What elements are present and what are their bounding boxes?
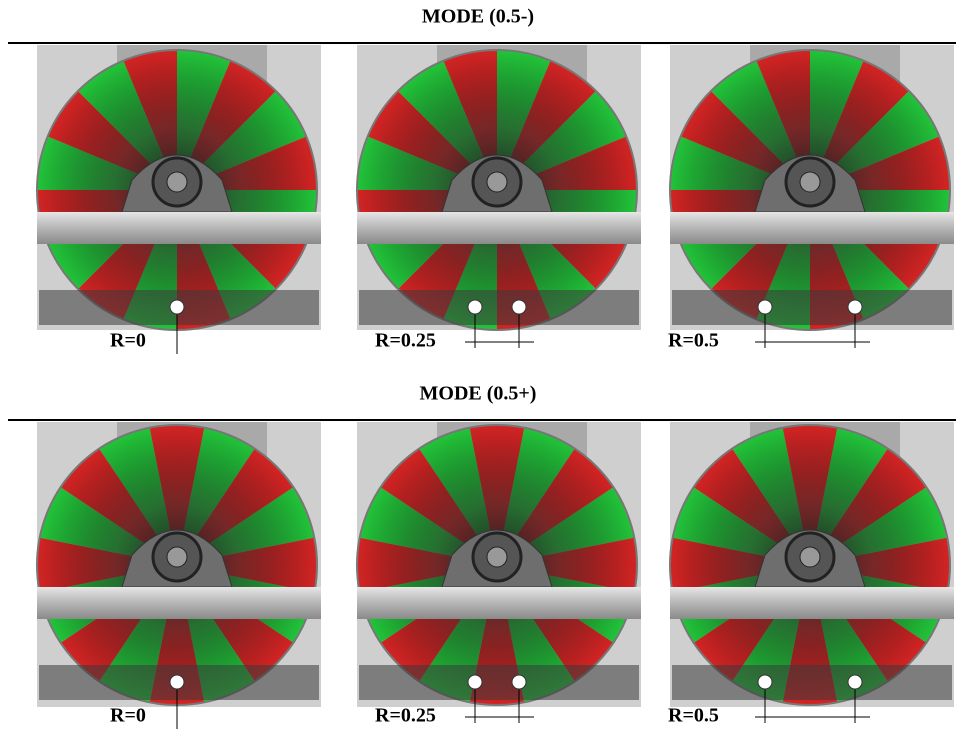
beam (37, 587, 321, 619)
measurement-point (758, 675, 772, 689)
shaft (800, 547, 820, 567)
shaft (487, 547, 507, 567)
panel-label: R=0.5 (668, 705, 719, 727)
measurement-point (848, 300, 862, 314)
panel: R=0.25 (301, 369, 693, 732)
base (672, 290, 952, 325)
measurement-point (758, 300, 772, 314)
panel-label: R=0.25 (375, 705, 436, 727)
panel: R=0.5 (614, 369, 956, 732)
measurement-point (468, 675, 482, 689)
measurement-point (512, 300, 526, 314)
figure: MODE (0.5-) MODE (0.5+) R=0 R=0.25 R=0.5 R=… (0, 0, 956, 732)
panel-label: R=0 (110, 705, 146, 727)
beam (670, 587, 954, 619)
measurement-point (468, 300, 482, 314)
section-title: MODE (0.5-) (422, 6, 534, 28)
panel: R=0 (0, 0, 377, 390)
shaft (167, 172, 187, 192)
beam (670, 212, 954, 244)
beam (357, 212, 641, 244)
measurement-point (848, 675, 862, 689)
shaft (800, 172, 820, 192)
beam (37, 212, 321, 244)
measurement-point (170, 675, 184, 689)
panel-label: R=0.25 (375, 330, 436, 352)
shaft (167, 547, 187, 567)
panel-label: R=0.5 (668, 330, 719, 352)
base (359, 290, 639, 325)
panel: R=0 (0, 369, 373, 732)
base (672, 665, 952, 700)
panel-label: R=0 (110, 330, 146, 352)
panel: R=0.25 (297, 0, 697, 390)
beam (357, 587, 641, 619)
shaft (487, 172, 507, 192)
measurement-point (512, 675, 526, 689)
section-title: MODE (0.5+) (420, 383, 537, 405)
panel: R=0.5 (610, 0, 956, 390)
base (359, 665, 639, 700)
measurement-point (170, 300, 184, 314)
